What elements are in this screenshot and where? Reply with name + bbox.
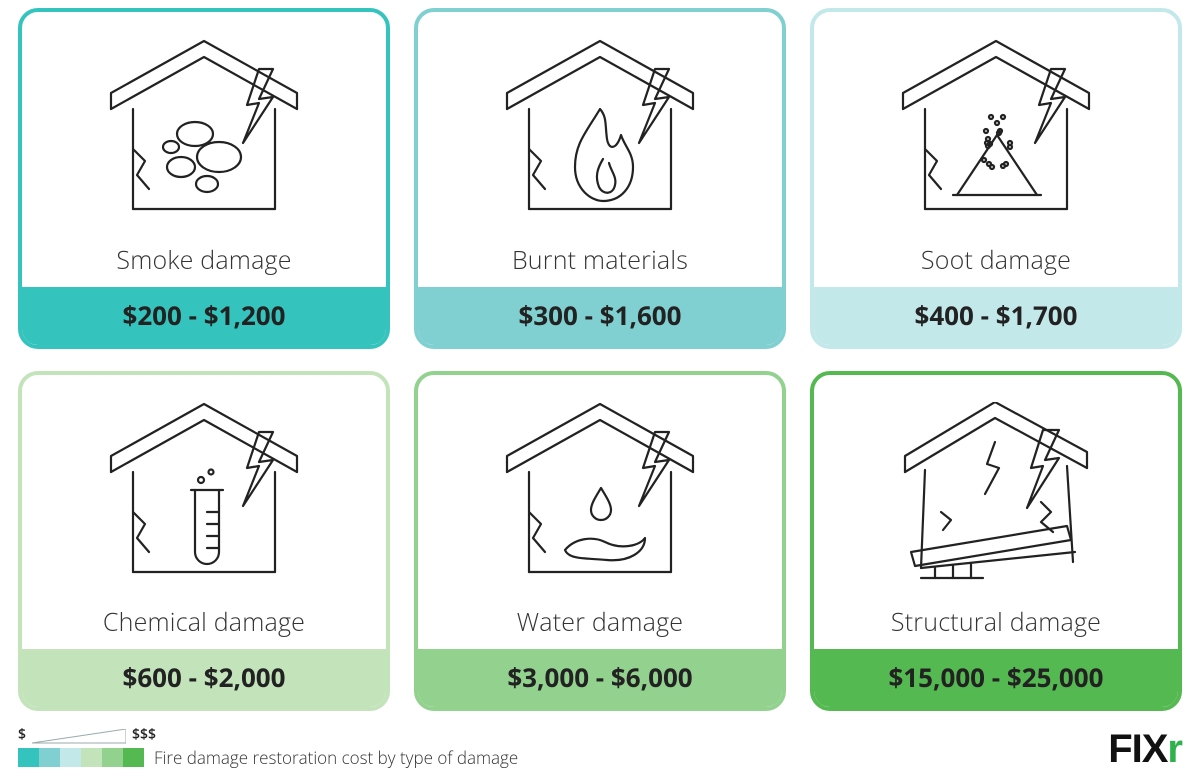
damage-card: Smoke damage$200 - $1,200 <box>18 8 390 349</box>
legend-swatch <box>18 748 39 767</box>
tube-house-icon <box>22 375 386 600</box>
card-label: Chemical damage <box>103 599 305 649</box>
card-price: $200 - $1,200 <box>22 287 386 345</box>
legend-bottom: Fire damage restoration cost by type of … <box>18 746 518 769</box>
structural-house-icon <box>814 375 1178 600</box>
legend-high: $$$ <box>132 725 156 744</box>
legend-low: $ <box>18 725 26 744</box>
damage-card: Chemical damage$600 - $2,000 <box>18 371 390 712</box>
legend-swatches <box>18 748 144 767</box>
damage-card: Soot damage$400 - $1,700 <box>810 8 1182 349</box>
legend-swatch <box>123 748 144 767</box>
logo-text: FIX <box>1108 729 1167 769</box>
card-label: Soot damage <box>921 237 1071 287</box>
card-label: Water damage <box>517 599 683 649</box>
card-label: Smoke damage <box>116 237 291 287</box>
footer: $ $$$ Fire damage restoration cost by ty… <box>18 711 1182 769</box>
legend-swatch <box>39 748 60 767</box>
damage-card: Water damage$3,000 - $6,000 <box>414 371 786 712</box>
water-house-icon <box>418 375 782 600</box>
damage-card: Structural damage$15,000 - $25,000 <box>810 371 1182 712</box>
card-price: $600 - $2,000 <box>22 649 386 707</box>
card-label: Structural damage <box>891 599 1101 649</box>
cards-grid: Smoke damage$200 - $1,200 Burnt material… <box>18 8 1182 711</box>
card-price: $300 - $1,600 <box>418 287 782 345</box>
legend-swatch <box>102 748 123 767</box>
legend-swatch <box>60 748 81 767</box>
legend-swatch <box>81 748 102 767</box>
card-price: $400 - $1,700 <box>814 287 1178 345</box>
flame-house-icon <box>418 12 782 237</box>
card-label: Burnt materials <box>512 237 688 287</box>
legend: $ $$$ Fire damage restoration cost by ty… <box>18 725 518 769</box>
legend-scale: $ $$$ <box>18 725 518 744</box>
card-price: $15,000 - $25,000 <box>814 649 1178 707</box>
logo-accent: r <box>1167 729 1182 769</box>
wedge-icon <box>32 729 126 744</box>
soot-house-icon <box>814 12 1178 237</box>
legend-caption: Fire damage restoration cost by type of … <box>154 746 518 769</box>
fixr-logo: FIXr <box>1108 729 1182 769</box>
damage-card: Burnt materials$300 - $1,600 <box>414 8 786 349</box>
card-price: $3,000 - $6,000 <box>418 649 782 707</box>
smoke-house-icon <box>22 12 386 237</box>
